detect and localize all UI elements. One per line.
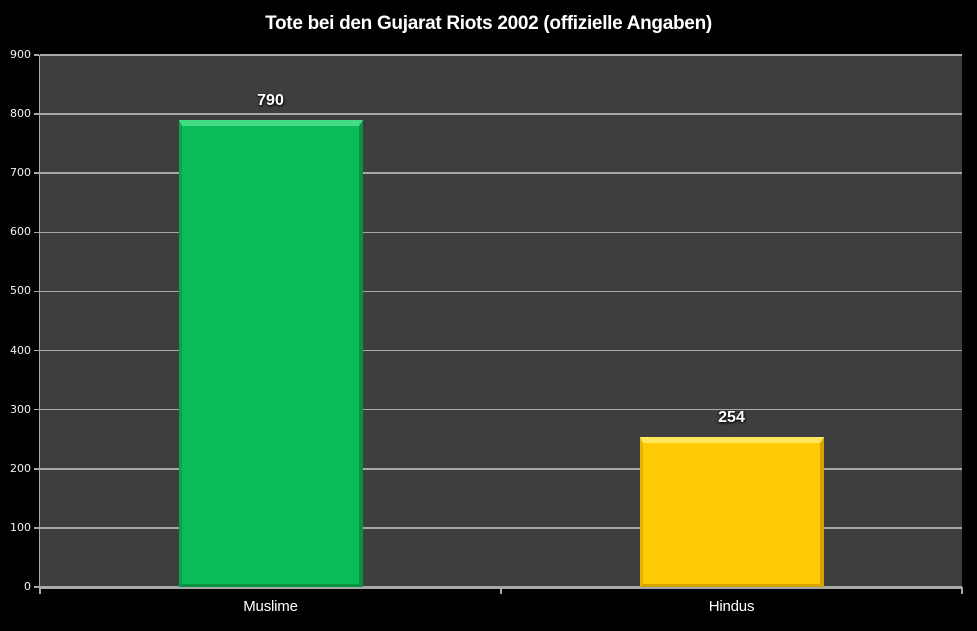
bar-muslime <box>178 120 363 587</box>
y-tick-label: 500 <box>10 284 31 298</box>
y-tick <box>33 349 39 352</box>
gridline <box>40 290 962 293</box>
gridline <box>40 172 962 174</box>
y-tick <box>33 54 39 56</box>
y-tick-label: 700 <box>10 166 31 180</box>
y-tick <box>33 172 39 174</box>
x-axis-line <box>38 587 963 589</box>
y-tick-label: 300 <box>10 402 31 416</box>
gridline <box>40 527 962 529</box>
gridline <box>40 113 962 115</box>
x-tick <box>961 588 963 594</box>
gridline <box>40 349 962 352</box>
bar-hindus <box>639 437 824 587</box>
y-tick-label: 100 <box>10 520 31 534</box>
y-tick-label: 400 <box>10 343 31 357</box>
y-tick-label: 200 <box>10 461 31 475</box>
x-tick <box>39 588 41 594</box>
y-tick <box>33 408 39 411</box>
y-axis-line <box>38 55 40 592</box>
y-tick <box>33 586 39 588</box>
y-tick <box>33 527 39 529</box>
x-category-label: Muslime <box>243 598 298 615</box>
y-tick-label: 0 <box>24 580 31 593</box>
y-tick <box>33 113 39 115</box>
y-tick <box>33 468 39 470</box>
y-tick-label: 900 <box>10 48 31 61</box>
gridline <box>40 468 962 470</box>
gridline <box>40 408 962 411</box>
y-tick <box>33 290 39 293</box>
gridline <box>40 54 962 56</box>
gridline <box>40 231 962 234</box>
plot-area: 790 254 <box>40 54 962 588</box>
y-tick-label: 600 <box>10 225 31 239</box>
bar-value-label: 254 <box>718 409 745 426</box>
x-category-label: Hindus <box>708 598 755 615</box>
bar-value-label: 790 <box>257 92 284 109</box>
chart-title: Tote bei den Gujarat Riots 2002 (offizie… <box>265 13 712 34</box>
x-tick <box>500 588 502 594</box>
y-tick-label: 800 <box>10 107 31 121</box>
y-tick <box>33 231 39 234</box>
